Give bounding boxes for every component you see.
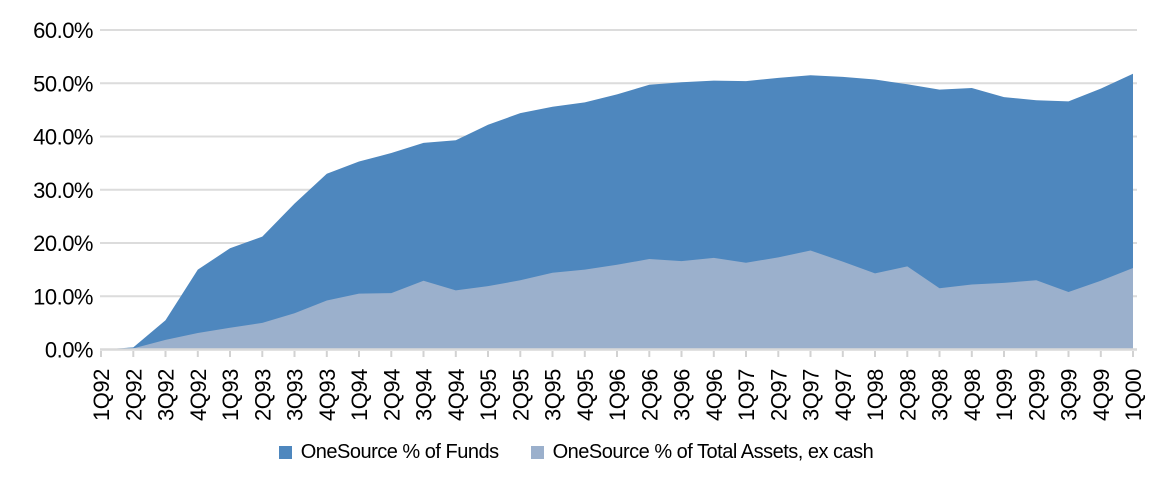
x-tick-label: 3Q99 xyxy=(1057,369,1082,421)
x-tick-label: 3Q94 xyxy=(412,369,437,421)
x-tick-label: 1Q98 xyxy=(863,369,888,421)
x-tick-label: 4Q93 xyxy=(315,369,340,421)
legend-item-funds: OneSource % of Funds xyxy=(278,441,499,464)
plot-svg: 1Q92 2Q92 3Q92 4Q92 1Q93 2Q93 3Q93 4Q93 1Q94 2Q94… xyxy=(33,18,1146,421)
x-tick-label: 1Q95 xyxy=(476,369,501,421)
x-tick-label: 2Q93 xyxy=(250,369,275,421)
x-tick-label: 4Q95 xyxy=(573,369,598,421)
y-tick-label: 0.0% xyxy=(45,338,93,363)
y-tick-label: 10.0% xyxy=(33,284,93,309)
legend-item-total-assets: OneSource % of Total Assets, ex cash xyxy=(530,441,874,464)
y-tick-label: 30.0% xyxy=(33,178,93,203)
x-tick-label: 3Q98 xyxy=(928,369,953,421)
x-tick-label: 4Q94 xyxy=(444,369,469,421)
total-assets-swatch-icon xyxy=(530,446,544,459)
x-tick-label: 1Q97 xyxy=(734,369,759,421)
x-tick-label: 1Q92 xyxy=(89,369,114,421)
legend: OneSource % of Funds OneSource % of Tota… xyxy=(0,441,1152,464)
x-tick-label: 4Q98 xyxy=(960,369,985,421)
x-tick-label: 3Q92 xyxy=(154,369,179,421)
x-tick-label: 1Q96 xyxy=(605,369,630,421)
x-tick-label: 1Q93 xyxy=(218,369,243,421)
x-tick-label: 2Q99 xyxy=(1024,369,1049,421)
legend-label-funds: OneSource % of Funds xyxy=(300,441,499,463)
legend-label-total-assets: OneSource % of Total Assets, ex cash xyxy=(552,441,874,463)
y-tick-label: 40.0% xyxy=(33,125,93,150)
x-tick-label: 1Q99 xyxy=(992,369,1017,421)
x-tick-label: 3Q97 xyxy=(799,369,824,421)
x-tick-label: 4Q96 xyxy=(702,369,727,421)
x-tick-label: 1Q94 xyxy=(347,369,372,421)
x-tick-label: 2Q94 xyxy=(379,369,404,421)
y-tick-label: 50.0% xyxy=(33,71,93,96)
x-tick-label: 2Q97 xyxy=(766,369,791,421)
x-tick-label: 2Q98 xyxy=(895,369,920,421)
area-series-1 xyxy=(101,250,1133,350)
y-tick-label: 60.0% xyxy=(33,18,93,43)
y-tick-label: 20.0% xyxy=(33,231,93,256)
x-tick-label: 2Q96 xyxy=(637,369,662,421)
x-tick-label: 3Q93 xyxy=(283,369,308,421)
x-tick-label: 2Q92 xyxy=(121,369,146,421)
x-tick-label: 4Q92 xyxy=(186,369,211,421)
x-tick-label: 4Q99 xyxy=(1089,369,1114,421)
x-tick-label: 3Q95 xyxy=(541,369,566,421)
x-tick-label: 4Q97 xyxy=(831,369,856,421)
funds-swatch-icon xyxy=(278,446,292,459)
x-tick-label: 3Q96 xyxy=(670,369,695,421)
x-tick-label: 2Q95 xyxy=(508,369,533,421)
x-tick-label: 1Q00 xyxy=(1121,369,1146,421)
